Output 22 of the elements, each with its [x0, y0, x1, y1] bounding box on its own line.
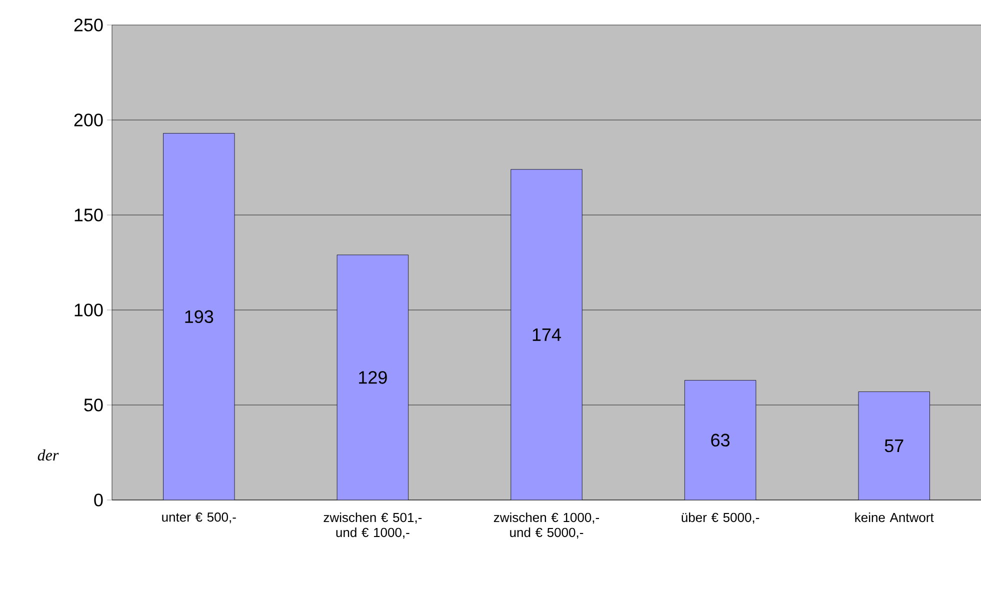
bar — [510, 169, 582, 500]
x-tick-label: zwischen € 1000,- und € 5000,- — [494, 512, 600, 539]
data-label: 174 — [532, 328, 561, 341]
bar — [684, 380, 756, 500]
bar — [163, 133, 235, 500]
x-tick-label: unter € 500,- — [162, 512, 236, 524]
y-tick-label: 50 — [84, 398, 103, 412]
text: der — [38, 449, 59, 461]
bar — [336, 254, 409, 500]
data-label: 57 — [884, 440, 904, 452]
bar — [858, 392, 930, 500]
x-tick-label: zwischen € 501,- und € 1000,- — [324, 512, 422, 539]
x-tick-label: keine Antwort — [855, 512, 934, 522]
data-label: 129 — [359, 371, 387, 384]
y-tick-label: 150 — [74, 208, 103, 222]
data-label: 63 — [711, 434, 730, 447]
y-tick-label: 250 — [74, 18, 103, 32]
x-tick-label: über € 5000,- — [682, 512, 760, 524]
y-tick-label: 0 — [94, 494, 103, 506]
y-tick-label: 200 — [74, 114, 103, 126]
data-label: 193 — [185, 310, 214, 324]
y-tick-label: 100 — [74, 304, 103, 316]
